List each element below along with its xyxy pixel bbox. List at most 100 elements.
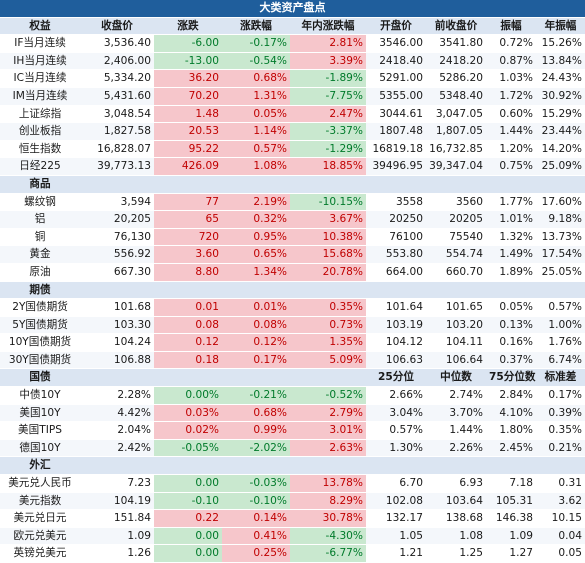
cell-pct: 0.17% xyxy=(222,351,290,370)
cell-amp: 1.49% xyxy=(486,245,536,264)
section-header-blank xyxy=(222,281,290,300)
table-row: IH当月连续 2,406.00 -13.00 -0.54% 3.39% 2418.40 24… xyxy=(0,52,585,71)
cell-yamp: 15.26% xyxy=(536,34,585,53)
section-header-blank xyxy=(222,368,290,388)
cell-prev: 554.74 xyxy=(426,245,486,264)
table-row: 5Y国债期货 103.30 0.08 0.08% 0.73% 103.19 103.20 0.… xyxy=(0,316,585,335)
table-row: 原油 667.30 8.80 1.34% 20.78% 664.00 660.70 1.89%… xyxy=(0,263,585,282)
cell-ytd: 30.78% xyxy=(290,509,366,528)
section-header-blank xyxy=(366,175,426,194)
cell-close: 3,048.54 xyxy=(80,105,154,124)
cell-close: 106.88 xyxy=(80,351,154,370)
cell-close: 2.42% xyxy=(80,439,154,458)
section-header-blank xyxy=(536,456,585,476)
section-title: 外汇 xyxy=(0,456,80,476)
cell-chg: 0.00 xyxy=(154,474,222,493)
table-row: 黄金 556.92 3.60 0.65% 15.68% 553.80 554.74 1.49%… xyxy=(0,245,585,264)
cell-ytd: 20.78% xyxy=(290,263,366,282)
cell-prev: 660.70 xyxy=(426,263,486,282)
cell-amp: 2.45% xyxy=(486,439,536,458)
cell-pct: -0.54% xyxy=(222,52,290,71)
cell-chg: 0.00% xyxy=(154,386,222,405)
cell-open: 1.21 xyxy=(366,544,426,563)
row-name: 10Y国债期货 xyxy=(0,333,80,352)
cell-ytd: 1.35% xyxy=(290,333,366,352)
row-name: 中债10Y xyxy=(0,386,80,405)
table-row: 欧元兑美元 1.09 0.00 0.41% -4.30% 1.05 1.08 1.09 0.04 xyxy=(0,527,585,546)
cell-yamp: 23.44% xyxy=(536,122,585,141)
cell-pct: 0.32% xyxy=(222,210,290,229)
row-name: IF当月连续 xyxy=(0,34,80,53)
cell-chg: -0.05% xyxy=(154,439,222,458)
cell-ytd: -4.30% xyxy=(290,527,366,546)
cell-close: 7.23 xyxy=(80,474,154,493)
cell-ytd: 2.47% xyxy=(290,105,366,124)
cell-chg: 70.20 xyxy=(154,87,222,106)
table-row: 美国TIPS 2.04% 0.02% 0.99% 3.01% 0.57% 1.44% 1.80… xyxy=(0,421,585,440)
table-row: 30Y国债期货 106.88 0.18 0.17% 5.09% 106.63 106.64 0… xyxy=(0,351,585,370)
row-name: 日经225 xyxy=(0,157,80,176)
table-row: 铝 20,205 65 0.32% 3.67% 20250 20205 1.01% 9.18% xyxy=(0,210,585,229)
row-name: 铜 xyxy=(0,228,80,247)
cell-pct: 0.25% xyxy=(222,544,290,563)
table-row: IC当月连续 5,334.20 36.20 0.68% -1.89% 5291.00 528… xyxy=(0,69,585,88)
cell-yamp: 24.43% xyxy=(536,69,585,88)
table-row: 德国10Y 2.42% -0.05% -2.02% 2.63% 1.30% 2.26% 2.4… xyxy=(0,439,585,458)
row-name: IH当月连续 xyxy=(0,52,80,71)
cell-prev: 104.11 xyxy=(426,333,486,352)
cell-ytd: 0.73% xyxy=(290,316,366,335)
section-header-blank xyxy=(222,456,290,476)
cell-close: 104.24 xyxy=(80,333,154,352)
cell-close: 16,828.07 xyxy=(80,140,154,159)
row-name: 30Y国债期货 xyxy=(0,351,80,370)
cell-prev: 5286.20 xyxy=(426,69,486,88)
section-header-commodities: 商品 xyxy=(0,175,585,194)
cell-prev: 16,732.85 xyxy=(426,140,486,159)
cell-ytd: 8.29% xyxy=(290,492,366,511)
cell-ytd: 2.79% xyxy=(290,404,366,423)
cell-close: 556.92 xyxy=(80,245,154,264)
cell-ytd: 10.38% xyxy=(290,228,366,247)
cell-chg: 720 xyxy=(154,228,222,247)
cell-chg: 0.00 xyxy=(154,527,222,546)
cell-open: 101.64 xyxy=(366,298,426,317)
cell-yamp: 25.09% xyxy=(536,157,585,176)
section-header-equity: 权益 收盘价 涨跌 涨跌幅 年内涨跌幅 开盘价 前收盘价 振幅 年振幅 xyxy=(0,17,585,36)
section-header-blank xyxy=(536,281,585,300)
cell-ytd: 3.39% xyxy=(290,52,366,71)
cell-chg: 426.09 xyxy=(154,157,222,176)
cell-chg: 0.01 xyxy=(154,298,222,317)
row-name: 恒生指数 xyxy=(0,140,80,159)
row-name: IC当月连续 xyxy=(0,69,80,88)
cell-open: 5291.00 xyxy=(366,69,426,88)
cell-chg: 95.22 xyxy=(154,140,222,159)
cell-yamp: 13.84% xyxy=(536,52,585,71)
cell-pct: -0.21% xyxy=(222,386,290,405)
cell-pct: 0.14% xyxy=(222,509,290,528)
cell-pct: 1.34% xyxy=(222,263,290,282)
cell-ytd: 0.35% xyxy=(290,298,366,317)
row-name: 欧元兑美元 xyxy=(0,527,80,546)
cell-open: 0.57% xyxy=(366,421,426,440)
cell-prev: 1.08 xyxy=(426,527,486,546)
cell-chg: 0.22 xyxy=(154,509,222,528)
cell-yamp: 0.04 xyxy=(536,527,585,546)
column-header: 前收盘价 xyxy=(426,17,486,36)
cell-ytd: 3.67% xyxy=(290,210,366,229)
cell-yamp: 10.15 xyxy=(536,509,585,528)
cell-chg: 0.02% xyxy=(154,421,222,440)
cell-close: 2.28% xyxy=(80,386,154,405)
row-name: 原油 xyxy=(0,263,80,282)
cell-pct: 0.08% xyxy=(222,316,290,335)
cell-yamp: 17.60% xyxy=(536,193,585,212)
cell-ytd: 3.01% xyxy=(290,421,366,440)
cell-close: 103.30 xyxy=(80,316,154,335)
table-row: 10Y国债期货 104.24 0.12 0.12% 1.35% 104.12 104.11 0… xyxy=(0,333,585,352)
cell-close: 1.26 xyxy=(80,544,154,563)
column-header: 收盘价 xyxy=(80,17,154,36)
cell-yamp: 9.18% xyxy=(536,210,585,229)
cell-amp: 1.27 xyxy=(486,544,536,563)
column-header: 涨跌幅 xyxy=(222,17,290,36)
row-name: 创业板指 xyxy=(0,122,80,141)
section-header-blank xyxy=(486,175,536,194)
